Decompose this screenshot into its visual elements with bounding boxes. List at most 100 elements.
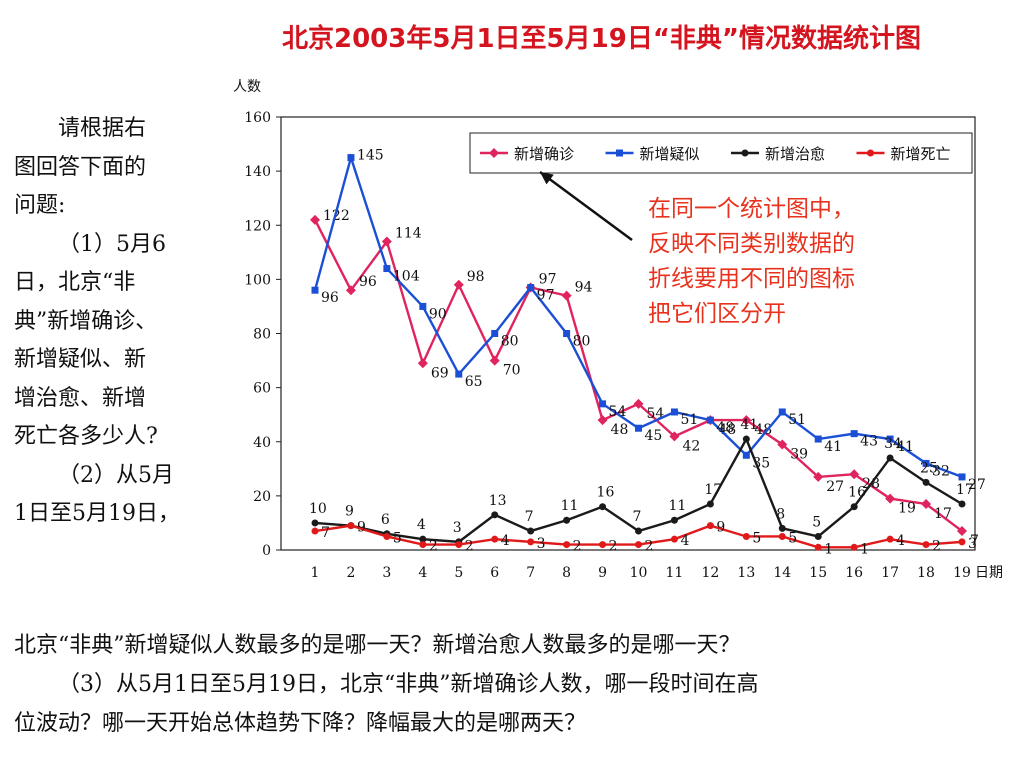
data-label: 11 [561,498,579,514]
data-point [778,532,786,540]
x-tick-label: 8 [562,565,571,581]
data-point [347,522,355,530]
data-label: 10 [309,501,327,517]
data-label: 3 [968,536,977,552]
data-label: 3 [453,520,462,536]
data-label: 11 [668,498,686,514]
data-point [814,435,822,443]
legend-box [469,132,973,174]
data-label: 9 [357,520,366,536]
question-line: 位波动？哪一天开始总体趋势下降？降幅最大的是哪两天？ [14,711,587,736]
y-tick-label: 0 [262,543,271,559]
legend-marker [741,149,749,157]
data-point [527,538,535,546]
data-point [742,532,750,540]
x-tick-label: 4 [418,565,427,581]
data-label: 42 [682,438,700,454]
data-point [957,526,967,537]
data-point [311,286,319,294]
data-point [958,500,966,508]
question-line: 增治愈、新增 [14,385,147,411]
data-point [922,478,930,486]
y-tick-label: 80 [253,327,271,343]
data-label: 4 [417,517,426,533]
y-tick-label: 40 [253,435,271,451]
data-label: 2 [609,539,618,555]
x-axis-title: 日期 [975,565,1003,581]
data-point [383,265,391,273]
data-label: 5 [393,530,402,546]
data-label: 45 [645,428,663,444]
data-label: 39 [790,446,808,462]
data-label: 41 [824,439,842,455]
callout-line: 在同一个统计图中， [648,196,855,222]
data-label: 4 [896,533,905,549]
data-point [778,408,786,416]
data-point [706,522,714,530]
data-point [381,236,392,247]
data-label: 4 [501,533,510,549]
x-tick-label: 2 [346,565,355,581]
data-point [563,541,571,549]
question-line: 死亡各多少人? [14,424,158,449]
data-label: 13 [489,493,507,509]
callout-line: 把它们区分开 [648,301,786,327]
data-point [778,524,786,532]
data-label: 97 [537,287,555,303]
data-point [670,516,678,524]
data-point [563,516,571,524]
bottom-question-text: 北京“非典”新增疑似人数最多的是哪一天？新增治愈人数最多的是哪一天？ （3）从5… [14,626,1014,743]
data-label: 7 [525,509,534,525]
question-line: 问题: [14,193,66,218]
data-label: 2 [932,539,941,555]
y-tick-label: 120 [244,218,271,234]
y-tick-label: 20 [253,489,271,505]
question-line: （3）从5月1日至5月19日，北京“非典”新增确诊人数，哪一段时间在高 [58,672,759,697]
data-point [741,415,752,426]
data-point [670,408,678,416]
data-label: 97 [539,271,557,287]
data-label: 5 [812,514,821,530]
data-label: 80 [573,334,591,350]
data-point [849,469,860,480]
data-point [491,511,499,519]
data-label: 17 [934,506,952,522]
question-line: 新增疑似、新 [14,347,147,372]
data-label: 2 [429,539,438,555]
data-label: 8 [776,506,785,522]
data-label: 65 [465,374,483,390]
data-point [599,503,607,511]
x-tick-label: 5 [454,565,463,581]
callout-line: 反映不同类别数据的 [648,231,855,257]
data-label: 19 [898,501,916,517]
data-label: 51 [680,412,698,428]
legend-marker [867,149,874,157]
data-label: 41 [896,439,914,455]
data-label: 1 [824,541,833,557]
legend-label: 新增死亡 [891,145,951,163]
x-tick-label: 3 [382,565,391,581]
question-line: 日，北京“非 [14,270,136,295]
data-label: 3 [537,536,546,552]
data-point [922,541,930,549]
data-point [886,435,894,443]
side-question-text: 请根据右 图回答下面的 问题: （1）5月6 日，北京“非 典”新增确诊、 新增… [14,110,212,534]
data-label: 69 [431,365,449,381]
data-point [527,283,535,291]
legend-marker [616,149,623,157]
data-label: 70 [503,363,521,379]
x-tick-label: 19 [953,565,971,581]
data-label: 34 [884,436,902,452]
data-point [383,532,391,540]
data-label: 9 [716,520,725,536]
data-point [491,330,499,337]
legend-label: 新增确诊 [514,145,574,163]
data-label: 16 [597,485,615,501]
data-point [455,541,463,549]
data-point [813,471,824,482]
data-point [921,498,932,509]
data-label: 4 [680,533,689,549]
y-tick-label: 160 [244,110,271,126]
x-tick-label: 11 [666,565,684,581]
data-label: 2 [573,539,582,555]
